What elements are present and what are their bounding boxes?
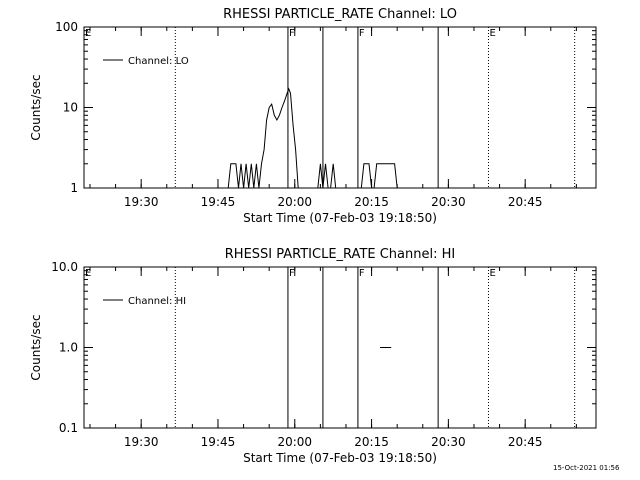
x-tick-label: 20:15 (354, 195, 389, 209)
event-label: F (289, 28, 295, 39)
series-line (317, 163, 329, 189)
x-axis-label: Start Time (07-Feb-03 19:18:50) (243, 451, 437, 465)
y-axis-label: Counts/sec (29, 74, 43, 140)
x-tick-label: 19:45 (201, 435, 236, 449)
x-tick-label: 19:30 (124, 195, 159, 209)
event-label: E (85, 268, 91, 279)
event-label: F (289, 268, 295, 279)
event-label: E (85, 28, 91, 39)
event-label: F (359, 28, 365, 39)
chart-lo: RHESSI PARTICLE_RATE Channel: LO F F E E 1 10 1… (29, 7, 597, 225)
x-tick-label: 19:45 (201, 195, 236, 209)
plot-frame (83, 26, 597, 189)
event-label: F (359, 268, 365, 279)
series-line (330, 163, 337, 189)
y-tick-label: 10 (63, 101, 78, 115)
x-tick-label: 20:45 (508, 435, 543, 449)
y-tick-label: 1.0 (59, 341, 78, 355)
y-tick-label: 0.1 (59, 421, 78, 435)
x-tick-label: 20:45 (508, 195, 543, 209)
plot-frame (83, 266, 597, 429)
x-axis-label: Start Time (07-Feb-03 19:18:50) (243, 211, 437, 225)
event-label: E (489, 28, 495, 39)
event-label: E (489, 268, 495, 279)
y-tick-label: 1 (70, 181, 78, 195)
chart-title: RHESSI PARTICLE_RATE Channel: HI (225, 247, 455, 262)
chart-title: RHESSI PARTICLE_RATE Channel: LO (223, 7, 457, 22)
legend-label: Channel: HI (128, 296, 186, 307)
x-tick-label: 20:30 (431, 435, 466, 449)
footer-timestamp: 15-Oct-2021 01:56 (553, 464, 620, 472)
x-tick-label: 20:00 (277, 435, 312, 449)
series-line (227, 87, 299, 189)
y-axis-label: Counts/sec (29, 314, 43, 380)
series-line (373, 163, 398, 189)
y-tick-label: 10.0 (51, 260, 78, 274)
x-tick-label: 19:30 (124, 435, 159, 449)
series-line (360, 163, 373, 189)
y-tick-label: 100 (55, 20, 78, 34)
chart-hi: RHESSI PARTICLE_RATE Channel: HI F F E E 0.1 1… (29, 247, 597, 465)
x-tick-label: 20:30 (431, 195, 466, 209)
legend-label: Channel: LO (128, 56, 189, 67)
x-tick-label: 20:15 (354, 435, 389, 449)
x-tick-label: 20:00 (277, 195, 312, 209)
